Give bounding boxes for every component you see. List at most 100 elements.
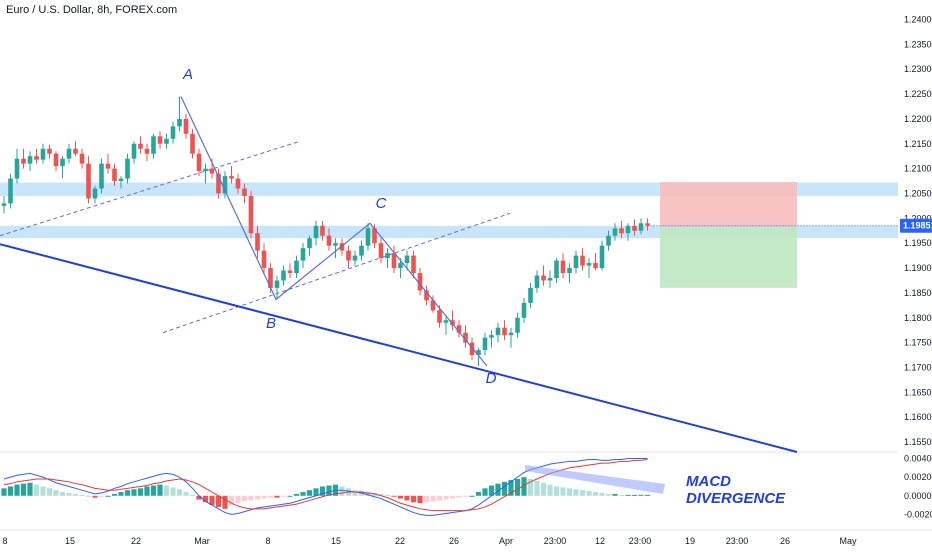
candle-body	[411, 255, 416, 274]
macd-histogram-bar	[430, 495, 436, 502]
candle-body	[476, 350, 481, 356]
divergence-band	[525, 465, 665, 494]
candle-body	[528, 287, 533, 303]
macd-histogram-bar	[176, 489, 183, 496]
candle-body	[547, 277, 553, 281]
macd-histogram-bar	[514, 479, 521, 496]
macd-histogram-bar	[449, 495, 456, 499]
macd-histogram-bar	[280, 495, 287, 497]
macd-histogram-bar	[423, 495, 430, 503]
macd-histogram-bar	[326, 485, 332, 496]
macd-histogram-bar	[313, 488, 319, 496]
macd-histogram-bar	[170, 487, 176, 496]
macd-histogram-bar	[482, 488, 488, 496]
macd-histogram-bar	[274, 495, 280, 498]
candle-body	[34, 156, 39, 160]
candle-body	[333, 243, 338, 246]
macd-histogram-bar	[163, 485, 170, 496]
candle-body	[21, 158, 26, 164]
candle-body	[645, 223, 650, 226]
candle-body	[105, 163, 111, 169]
x-tick: May	[839, 536, 857, 546]
price-tick: 1.16000	[904, 412, 932, 422]
macd-histogram-bar	[592, 492, 599, 496]
candle-body	[339, 243, 345, 251]
pattern-label-d: D	[486, 370, 497, 387]
macd-histogram-bar	[300, 492, 306, 496]
macd-histogram-bar	[488, 485, 495, 496]
price-tick: 1.23500	[904, 39, 932, 49]
candle-body	[8, 178, 13, 204]
candle-body	[632, 225, 637, 231]
candle-body	[196, 153, 202, 172]
macd-histogram-bar	[631, 494, 638, 496]
candle-body	[203, 168, 208, 172]
candle-body	[515, 317, 520, 333]
candle-body	[255, 233, 260, 251]
candle-body	[424, 290, 429, 301]
pattern-label-a: A	[182, 66, 193, 83]
candle-body	[138, 143, 143, 149]
candle-body	[320, 225, 325, 236]
price-tick: 1.16500	[904, 387, 932, 397]
macd-histogram-bar	[573, 489, 579, 496]
price-tick: 1.18500	[904, 288, 932, 298]
macd-histogram-bar	[20, 483, 27, 496]
candle-body	[534, 275, 540, 288]
candle-body	[573, 255, 579, 269]
price-tick: 1.22500	[904, 89, 932, 99]
macd-histogram-bar	[391, 495, 397, 497]
abcd-pattern	[180, 96, 488, 367]
candle-body	[66, 148, 72, 159]
channel-lower-dashed	[162, 212, 511, 334]
x-tick: 23:00	[726, 536, 749, 546]
candle-body	[229, 176, 234, 179]
candle-body	[242, 188, 247, 196]
x-tick: 15	[65, 536, 75, 546]
candle-body	[619, 228, 624, 234]
candle-body	[27, 156, 33, 164]
macd-histogram-bar	[124, 490, 131, 496]
macd-histogram-bar	[7, 486, 14, 496]
candle-body	[125, 158, 130, 179]
price-tick: 1.24000	[904, 14, 932, 24]
candle-body	[502, 327, 507, 336]
price-tick: 1.20500	[904, 188, 932, 198]
macd-histogram-bar	[397, 495, 404, 499]
x-tick: Mar	[194, 536, 210, 546]
macd-histogram-bar	[85, 495, 92, 497]
candle-body	[346, 250, 351, 261]
macd-histogram-bar	[612, 493, 618, 496]
macd-histogram-bar	[527, 479, 534, 496]
macd-histogram-bar	[469, 495, 475, 497]
candle-body	[261, 250, 267, 269]
candle-body	[294, 260, 299, 274]
macd-histogram-bar	[508, 479, 514, 496]
candle-body	[463, 332, 468, 343]
macd-annotation-line1: MACD	[686, 473, 731, 490]
macd-histogram-bar	[436, 495, 443, 501]
signal-line	[3, 458, 648, 512]
last-price-tag	[900, 218, 932, 233]
candle-body	[144, 148, 150, 154]
candle-body	[450, 320, 455, 326]
x-tick: 12	[595, 536, 605, 546]
channel-upper-dashed	[0, 140, 301, 237]
candle-body	[437, 310, 442, 323]
macd-histogram-bar	[618, 494, 625, 496]
macd-histogram-bar	[241, 495, 248, 502]
candle-body	[170, 126, 176, 139]
macd-histogram-bar	[378, 493, 384, 496]
macd-histogram-bar	[553, 486, 560, 496]
macd-histogram-bar	[560, 487, 566, 496]
macd-histogram-bar	[183, 492, 189, 496]
candle-body	[593, 263, 598, 269]
x-tick: 26	[449, 536, 459, 546]
macd-histogram-bar	[92, 495, 98, 498]
macd-histogram-bar	[417, 495, 423, 504]
last-price-value: 1.19851	[903, 221, 932, 231]
macd-histogram-bar	[384, 494, 391, 496]
